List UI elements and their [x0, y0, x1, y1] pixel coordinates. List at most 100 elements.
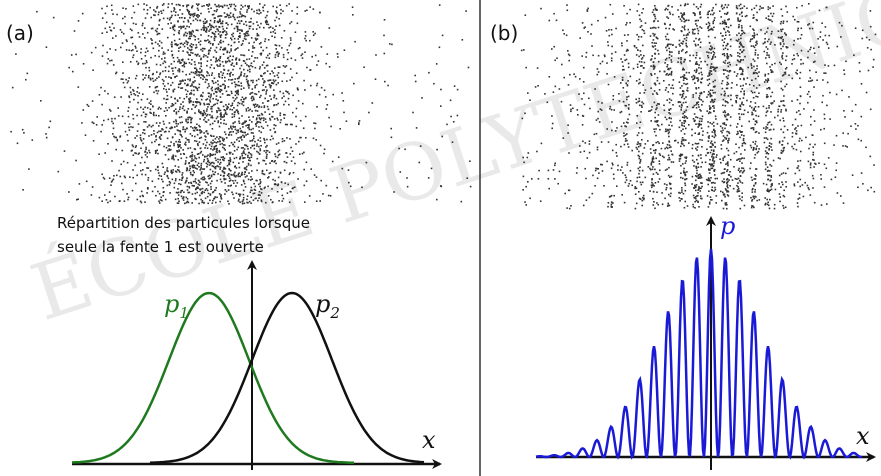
particle-dot	[223, 178, 226, 181]
particle-dot	[162, 166, 164, 168]
particle-dot	[666, 205, 669, 207]
particle-dot	[186, 43, 188, 46]
particle-dot	[143, 8, 145, 11]
particle-dot	[194, 80, 196, 82]
particle-dot	[858, 62, 861, 64]
particle-dot	[206, 64, 208, 67]
particle-dot	[629, 21, 631, 24]
particle-dot	[162, 51, 165, 53]
particle-dot	[235, 185, 237, 187]
particle-dot	[189, 78, 191, 80]
particle-dot	[596, 146, 599, 149]
particle-dot	[194, 160, 197, 163]
particle-dot	[704, 60, 706, 63]
particle-dot	[681, 187, 683, 189]
particle-dot	[248, 128, 251, 131]
particle-dot	[467, 66, 470, 69]
particle-dot	[202, 75, 204, 77]
particle-dot	[236, 92, 238, 95]
particle-dot	[212, 97, 214, 100]
particle-dot	[45, 136, 48, 139]
particle-dot	[687, 3, 689, 5]
particle-dot	[266, 105, 269, 108]
particle-dot	[253, 60, 255, 63]
particle-dot	[741, 196, 743, 198]
particle-dot	[141, 173, 143, 176]
particle-dot	[243, 23, 245, 25]
particle-dot	[152, 113, 155, 116]
particle-dot	[248, 127, 250, 129]
particle-dot	[670, 55, 673, 57]
particle-dot	[275, 25, 277, 27]
particle-dot	[681, 124, 684, 127]
particle-dot	[638, 157, 641, 160]
particle-dot	[236, 129, 238, 132]
particle-dot	[92, 140, 95, 142]
particle-dot	[692, 96, 694, 98]
particle-dot	[415, 127, 418, 129]
particle-dot	[612, 202, 614, 204]
particle-dot	[764, 197, 766, 199]
particle-dot	[107, 58, 110, 60]
particle-dot	[692, 118, 695, 120]
particle-dot	[780, 152, 782, 154]
particle-dot	[855, 128, 857, 130]
particle-dot	[698, 186, 700, 188]
particle-dot	[255, 79, 258, 82]
particle-dot	[205, 188, 208, 190]
particle-dot	[180, 26, 183, 28]
particle-dot	[276, 156, 279, 159]
particle-dot	[755, 168, 757, 170]
particle-dot	[635, 98, 637, 101]
particle-dot	[176, 75, 178, 77]
particle-dot	[708, 10, 711, 12]
particle-dot	[196, 89, 199, 92]
particle-dot	[711, 99, 713, 102]
particle-dot	[235, 62, 238, 64]
particle-dot	[708, 203, 711, 205]
particle-dot	[190, 121, 192, 124]
particle-dot	[207, 119, 210, 121]
particle-dot	[187, 147, 189, 150]
particle-dot	[720, 172, 723, 175]
particle-dot	[752, 58, 755, 61]
particle-dot	[254, 86, 256, 89]
particle-dot	[699, 46, 702, 48]
particle-dot	[728, 137, 730, 140]
particle-dot	[823, 142, 826, 145]
particle-dot	[175, 11, 177, 13]
particle-dot	[688, 142, 690, 144]
particle-dot	[202, 178, 204, 181]
particle-dot	[707, 21, 710, 24]
particle-dot	[123, 175, 126, 178]
particle-dot	[188, 54, 190, 56]
particle-dot	[167, 145, 170, 147]
particle-dot	[187, 78, 189, 81]
particle-dot	[527, 152, 530, 154]
particle-dot	[783, 189, 785, 192]
particle-dot	[174, 66, 177, 69]
particle-dot	[683, 138, 685, 141]
particle-dot	[767, 204, 770, 207]
particle-dot	[650, 58, 653, 60]
particle-dot	[348, 181, 350, 184]
particle-dot	[813, 47, 815, 50]
particle-dot	[603, 185, 605, 187]
particle-dot	[211, 89, 214, 92]
particle-dot	[799, 137, 801, 140]
particle-dot	[635, 146, 638, 149]
particle-dot	[184, 79, 186, 81]
particle-dot	[540, 142, 543, 145]
particle-dot	[100, 86, 102, 89]
particle-dot	[647, 166, 650, 168]
particle-dot	[739, 108, 742, 110]
particle-dot	[248, 109, 250, 112]
particle-dot	[219, 178, 222, 181]
particle-dot	[254, 85, 256, 87]
particle-dot	[228, 78, 230, 81]
particle-dot	[227, 200, 229, 203]
particle-dot	[551, 115, 553, 117]
particle-dot	[229, 72, 231, 75]
particle-dot	[172, 171, 174, 173]
particle-dot	[640, 25, 643, 27]
